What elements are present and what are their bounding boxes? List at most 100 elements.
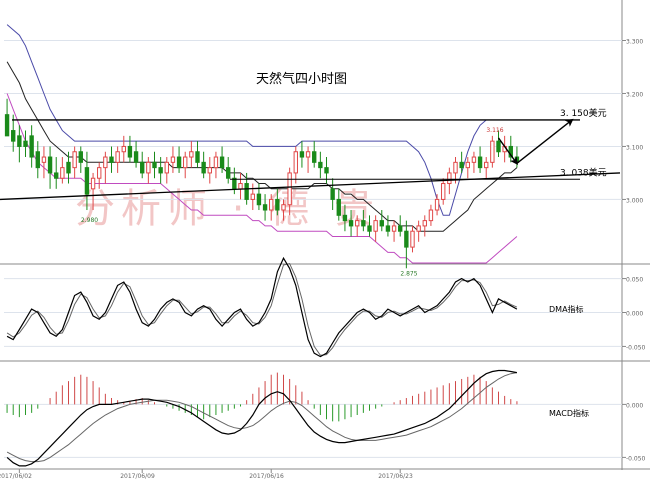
candle-body — [103, 156, 108, 169]
macd-signal-line — [6, 372, 517, 463]
candle-body — [330, 188, 335, 200]
candle-body — [90, 177, 96, 190]
candle-body — [41, 156, 47, 163]
candle-body — [176, 156, 182, 169]
candle-body — [410, 230, 415, 248]
price-tick-label: 3.100 — [626, 144, 643, 151]
candle-body — [299, 151, 305, 158]
price-tick-label: 3.200 — [626, 91, 643, 98]
date-label: 2017/06/23 — [378, 473, 413, 480]
candle-body — [287, 172, 292, 206]
candle-body — [404, 230, 409, 248]
candle-body — [324, 167, 329, 174]
candle-body — [250, 193, 255, 200]
bollinger-middle-line — [6, 61, 518, 232]
candle-body — [391, 225, 397, 232]
dma-tick-label: 0.050 — [626, 277, 643, 284]
bollinger-lower-line — [6, 93, 518, 264]
price-level-label: 3. 038美元 — [560, 166, 607, 178]
candle-body — [318, 161, 323, 169]
candle-body — [23, 140, 28, 147]
price-tick-label: 3.000 — [626, 197, 643, 204]
candle-body — [183, 156, 188, 169]
candle-body — [170, 156, 176, 163]
candle-body — [385, 225, 391, 232]
candle-body — [54, 172, 59, 179]
candle-body — [219, 156, 225, 169]
candle-body — [201, 161, 206, 174]
price-annotation: 3.116 — [486, 127, 503, 134]
candle-body — [422, 220, 427, 227]
candle-body — [238, 183, 243, 190]
candle-body — [496, 140, 501, 153]
candle-body — [232, 177, 237, 190]
candle-body — [379, 220, 384, 227]
candle-body — [471, 156, 477, 163]
candle-body — [355, 220, 360, 227]
price-level-label: 3. 150美元 — [560, 107, 607, 119]
candle-body — [115, 151, 120, 163]
candle-body — [342, 214, 348, 222]
candle-body — [66, 161, 71, 174]
candle-body — [133, 151, 139, 163]
candle-body — [373, 220, 378, 232]
support-trendline — [0, 172, 621, 201]
dma-tick-label: -0.050 — [626, 344, 646, 351]
candle-body — [293, 151, 298, 174]
candle-body — [477, 156, 483, 169]
candle-body — [195, 151, 200, 163]
candle-body — [213, 156, 219, 169]
candle-body — [29, 135, 34, 158]
candle-body — [152, 161, 157, 169]
date-label: 2017/06/16 — [249, 473, 284, 480]
candle-body — [207, 167, 212, 174]
candle-body — [447, 172, 452, 185]
macd-tick-label: 0.000 — [626, 402, 643, 409]
candle-body — [416, 225, 421, 232]
bollinger-upper-line — [6, 24, 517, 216]
candle-body — [434, 198, 440, 211]
candle-body — [226, 167, 231, 179]
candle-body — [453, 161, 458, 174]
forecast-arrow — [497, 137, 518, 166]
candle-body — [72, 151, 77, 169]
dma-tick-label: 0.000 — [626, 311, 643, 318]
dma-ama-line — [6, 263, 518, 356]
candle-body — [84, 167, 90, 195]
dma-title: DMA指标 — [549, 304, 584, 314]
candle-body — [11, 130, 16, 142]
candle-body — [348, 220, 354, 227]
candle-body — [367, 225, 372, 232]
candle-body — [459, 161, 464, 169]
candle-body — [428, 209, 434, 222]
macd-tick-label: -0.050 — [626, 455, 646, 462]
candle-body — [256, 193, 262, 206]
date-label: 2017/06/02 — [0, 473, 32, 480]
forecast-arrow — [516, 118, 574, 164]
candle-body — [60, 167, 65, 179]
candle-body — [275, 198, 280, 211]
candle-body — [312, 151, 317, 163]
candle-body — [361, 220, 366, 227]
candle-body — [97, 167, 102, 179]
candle-body — [465, 161, 470, 169]
candle-body — [262, 204, 268, 211]
candle-body — [47, 156, 53, 174]
candle-body — [305, 151, 311, 158]
candle-body — [281, 204, 286, 211]
candle-body — [140, 161, 145, 174]
candle-body — [336, 198, 341, 216]
candle-body — [109, 156, 114, 163]
candle-body — [4, 114, 10, 137]
price-annotation: 2.980 — [81, 217, 98, 224]
candle-body — [17, 135, 22, 147]
candle-body — [127, 145, 133, 158]
candle-body — [35, 151, 40, 169]
macd-diff-line — [6, 369, 518, 467]
price-annotation: 2.875 — [400, 271, 417, 278]
candle-body — [490, 140, 495, 163]
candle-body — [244, 183, 249, 200]
candle-body — [121, 145, 126, 153]
